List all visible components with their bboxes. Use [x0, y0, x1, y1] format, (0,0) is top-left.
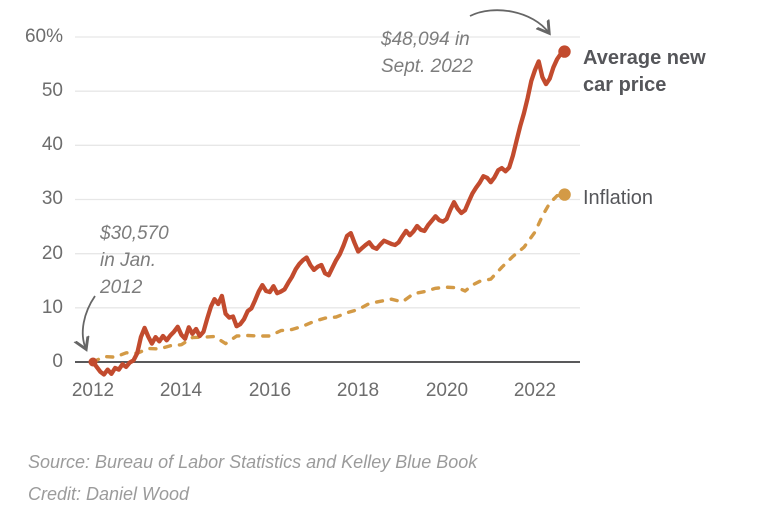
annotation-end-value: $48,094 in Sept. 2022 — [381, 26, 473, 80]
annotation-arrow-to-start-dot — [83, 295, 96, 349]
annotation-end-line1: $48,094 in — [381, 29, 470, 50]
x-axis-tick-label: 2014 — [159, 380, 203, 401]
y-axis-tick-label: 20 — [41, 243, 63, 264]
y-axis-tick-label: 50 — [41, 80, 63, 101]
x-axis-tick-label: 2018 — [336, 380, 380, 401]
x-axis-tick-label: 2016 — [248, 380, 292, 401]
inflation-line — [91, 192, 567, 364]
y-axis-tick-label: 10 — [41, 297, 63, 318]
annotation-start-line1: $30,570 — [100, 223, 169, 244]
annotation-start-line3: 2012 — [100, 277, 143, 298]
source-credit-line: Source: Bureau of Labor Statistics and K… — [28, 452, 478, 472]
series-label-car-price: Average new car price — [583, 47, 706, 96]
annotation-end-line2: Sept. 2022 — [381, 56, 473, 77]
annotation-start-line2: in Jan. — [100, 250, 156, 271]
inflation-end-dot — [558, 188, 571, 201]
annotation-arrow-to-end-dot — [469, 9, 549, 33]
y-axis-tick-label: 40 — [41, 134, 63, 155]
series-label-inflation: Inflation — [583, 187, 654, 209]
plot-layer — [75, 36, 580, 377]
x-axis-tick-label: 2022 — [513, 380, 557, 401]
y-axis-tick-label: 0 — [52, 351, 63, 372]
x-axis-tick-label: 2020 — [425, 380, 469, 401]
car-price-end-dot — [558, 45, 571, 58]
car-price-start-dot — [88, 357, 98, 367]
author-credit-line: Credit: Daniel Wood — [28, 484, 190, 504]
y-axis-tick-label: 30 — [41, 188, 63, 209]
annotation-start-value: $30,570 in Jan. 2012 — [100, 220, 169, 301]
x-axis-tick-label: 2012 — [71, 380, 115, 401]
car-price-line — [90, 49, 567, 377]
y-axis-tick-label: 60% — [24, 26, 63, 47]
